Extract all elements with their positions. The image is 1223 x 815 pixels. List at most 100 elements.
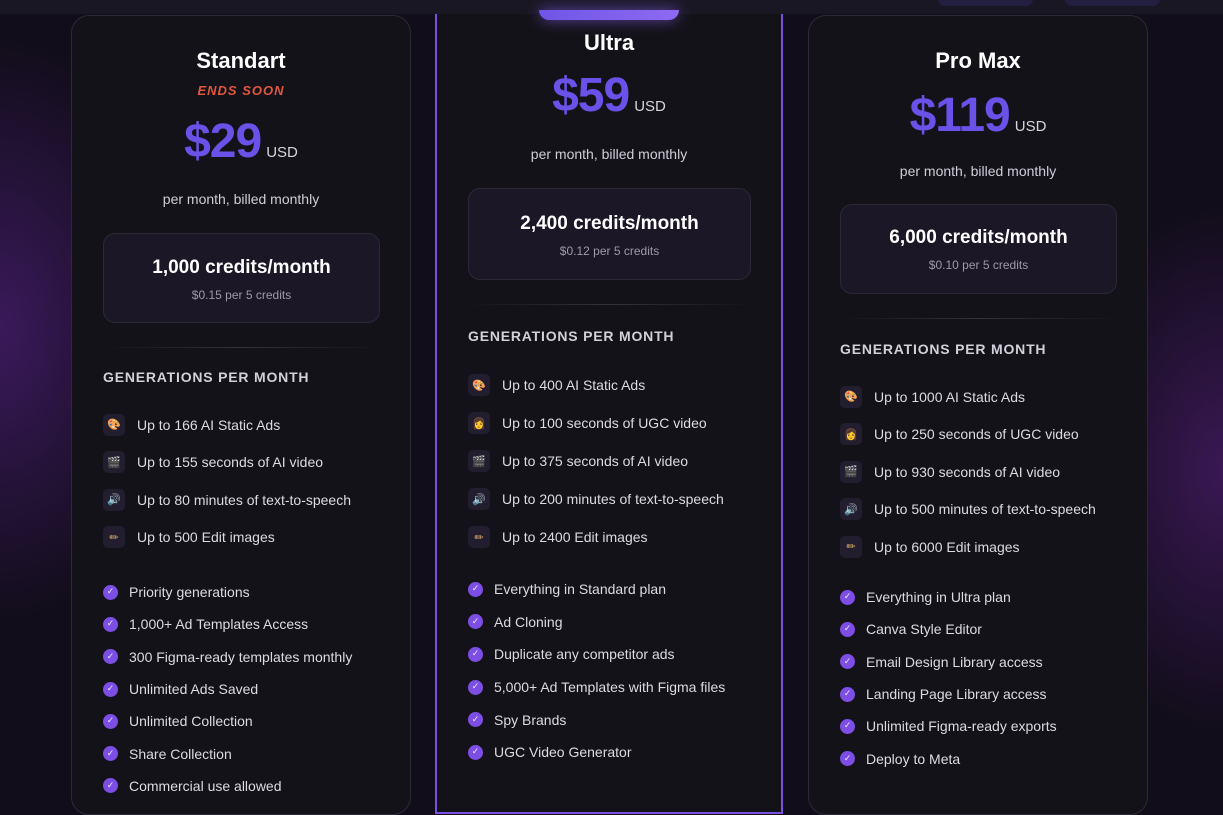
credit-rate: $0.15 per 5 credits <box>191 288 292 302</box>
feature-item: ✓ Unlimited Ads Saved <box>103 673 352 705</box>
speaker-icon: 🔊 <box>840 498 862 521</box>
feature-label: 1,000+ Ad Templates Access <box>129 616 309 633</box>
credits-amount: 6,000 credits/month <box>889 227 1068 248</box>
price-currency: USD <box>266 144 298 161</box>
person-icon: 👩 <box>468 412 490 434</box>
divider <box>840 318 1117 319</box>
check-icon: ✓ <box>103 681 118 697</box>
generation-item: 👩 Up to 250 seconds of UGC video <box>840 416 1096 454</box>
feature-label: Duplicate any competitor ads <box>494 646 675 663</box>
credits-amount: 1,000 credits/month <box>152 257 331 278</box>
plan-card-standart[interactable]: Standart ENDS SOON $29 USD per month, bil… <box>71 15 411 815</box>
check-icon: ✓ <box>468 712 483 728</box>
speaker-icon: 🔊 <box>103 488 125 511</box>
feature-item: ✓ Spy Brands <box>468 703 725 736</box>
generation-item: 🎬 Up to 155 seconds of AI video <box>103 444 351 482</box>
generation-label: Up to 6000 Edit images <box>874 538 1020 555</box>
billing-note: per month, billed monthly <box>162 191 320 207</box>
feature-item: ✓ UGC Video Generator <box>468 736 725 769</box>
check-icon: ✓ <box>103 713 118 729</box>
check-icon: ✓ <box>840 589 855 605</box>
feature-item: ✓ 300 Figma-ready templates monthly <box>103 641 352 673</box>
generations-title: GENERATIONS PER MONTH <box>840 341 1047 357</box>
feature-label: 5,000+ Ad Templates with Figma files <box>494 679 726 696</box>
generation-label: Up to 100 seconds of UGC video <box>502 415 707 431</box>
generation-item: 🔊 Up to 200 minutes of text-to-speech <box>468 480 724 518</box>
credit-rate: $0.12 per 5 credits <box>559 244 660 258</box>
feature-item: ✓ Priority generations <box>103 576 352 608</box>
feature-item: ✓ 1,000+ Ad Templates Access <box>103 608 352 640</box>
feature-label: Ad Cloning <box>494 613 563 630</box>
generation-label: Up to 200 minutes of text-to-speech <box>502 491 724 507</box>
feature-item: ✓ Duplicate any competitor ads <box>468 638 725 671</box>
feature-label: Everything in Standard plan <box>494 581 666 598</box>
check-icon: ✓ <box>840 654 855 670</box>
check-icon: ✓ <box>840 718 855 734</box>
plan-price: $59 USD <box>437 68 781 123</box>
credits-box: 6,000 credits/month $0.10 per 5 credits <box>840 204 1117 294</box>
credits-box: 1,000 credits/month $0.15 per 5 credits <box>103 233 380 323</box>
price-amount: $59 <box>552 69 630 122</box>
generation-label: Up to 930 seconds of AI video <box>874 463 1061 480</box>
generation-item: 🎨 Up to 166 AI Static Ads <box>103 406 351 444</box>
features-list: ✓ Everything in Standard plan ✓ Ad Cloning… <box>468 573 725 769</box>
generation-label: Up to 500 Edit images <box>137 529 275 546</box>
plan-card-pro-max[interactable]: Pro Max $119 USD per month, billed monthl… <box>808 15 1148 815</box>
feature-label: UGC Video Generator <box>494 744 632 761</box>
generation-item: 🎬 Up to 930 seconds of AI video <box>840 453 1096 491</box>
nav-pill[interactable] <box>938 0 1033 6</box>
generation-item: ✏ Up to 500 Edit images <box>103 519 351 557</box>
generations-list: 🎨 Up to 1000 AI Static Ads 👩 Up to 250 sec… <box>840 378 1096 566</box>
billing-note: per month, billed monthly <box>899 163 1057 179</box>
feature-item: ✓ Everything in Standard plan <box>468 573 725 606</box>
feature-label: Unlimited Ads Saved <box>129 681 259 698</box>
pencil-icon: ✏ <box>840 535 862 558</box>
generation-item: 🔊 Up to 80 minutes of text-to-speech <box>103 481 351 519</box>
feature-label: Email Design Library access <box>866 653 1043 670</box>
generation-item: 🎨 Up to 400 AI Static Ads <box>468 366 724 404</box>
generation-label: Up to 400 AI Static Ads <box>502 377 646 393</box>
generation-item: 🔊 Up to 500 minutes of text-to-speech <box>840 491 1096 529</box>
features-list: ✓ Everything in Ultra plan ✓ Canva Style E… <box>840 581 1057 775</box>
price-currency: USD <box>634 98 666 115</box>
nav-pill[interactable] <box>1065 0 1160 6</box>
feature-label: Unlimited Figma-ready exports <box>866 718 1057 735</box>
feature-item: ✓ Unlimited Figma-ready exports <box>840 710 1057 742</box>
generation-item: 👩 Up to 100 seconds of UGC video <box>468 404 724 442</box>
billing-note: per month, billed monthly <box>530 146 688 162</box>
generation-item: ✏ Up to 6000 Edit images <box>840 528 1096 566</box>
feature-item: ✓ Unlimited Collection <box>103 705 352 737</box>
pencil-icon: ✏ <box>468 526 490 548</box>
person-icon: 👩 <box>840 423 862 446</box>
check-icon: ✓ <box>103 649 118 665</box>
generation-item: 🎨 Up to 1000 AI Static Ads <box>840 378 1096 416</box>
ends-soon-badge: ENDS SOON <box>197 83 285 98</box>
feature-item: ✓ Commercial use allowed <box>103 770 352 802</box>
clapper-icon: 🎬 <box>103 451 125 474</box>
feature-item: ✓ Everything in Ultra plan <box>840 581 1057 613</box>
generation-label: Up to 1000 AI Static Ads <box>874 388 1025 405</box>
clapper-icon: 🎬 <box>840 460 862 483</box>
feature-label: Canva Style Editor <box>866 621 982 638</box>
generation-item: ✏ Up to 2400 Edit images <box>468 518 724 556</box>
divider <box>103 347 380 348</box>
palette-icon: 🎨 <box>840 385 862 408</box>
features-list: ✓ Priority generations ✓ 1,000+ Ad Templat… <box>103 576 352 802</box>
top-bar <box>0 0 1223 14</box>
speaker-icon: 🔊 <box>468 488 490 510</box>
feature-item: ✓ Landing Page Library access <box>840 678 1057 710</box>
feature-item: ✓ Ad Cloning <box>468 606 725 639</box>
plan-price: $29 USD <box>72 114 410 169</box>
plan-card-ultra[interactable]: Ultra $59 USD per month, billed monthly 2… <box>435 10 783 814</box>
credit-rate: $0.10 per 5 credits <box>928 258 1029 272</box>
feature-label: Share Collection <box>129 745 232 762</box>
check-icon: ✓ <box>468 679 483 695</box>
generations-title: GENERATIONS PER MONTH <box>468 328 675 344</box>
check-icon: ✓ <box>840 686 855 702</box>
feature-label: Landing Page Library access <box>866 686 1047 703</box>
check-icon: ✓ <box>468 614 483 630</box>
generation-item: 🎬 Up to 375 seconds of AI video <box>468 442 724 480</box>
featured-highlight <box>539 10 679 20</box>
check-icon: ✓ <box>103 584 118 600</box>
divider <box>468 304 751 305</box>
